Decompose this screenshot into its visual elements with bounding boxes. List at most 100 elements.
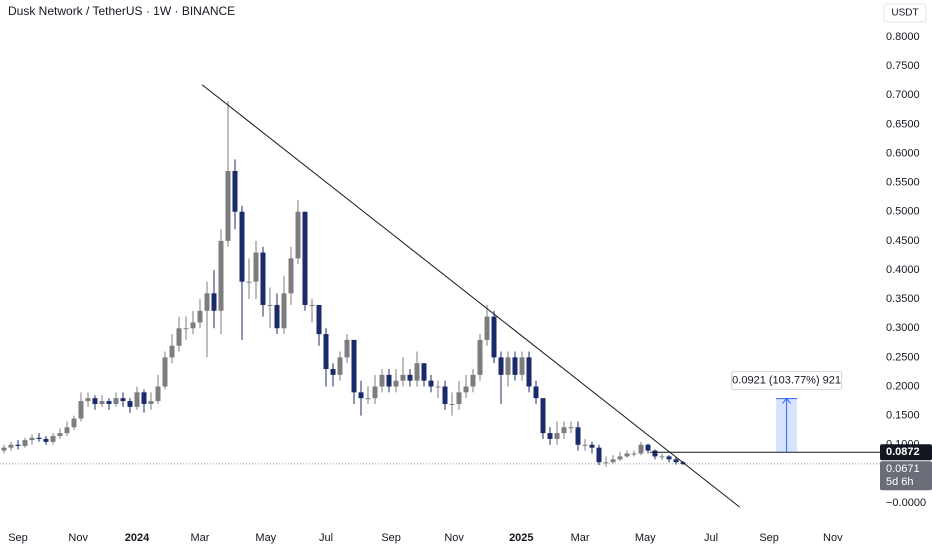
y-tick-label: 0.6500 — [886, 118, 920, 130]
x-tick-label: 2024 — [125, 532, 150, 544]
candle-body — [288, 258, 294, 294]
candle-body — [29, 437, 35, 441]
candle-body — [113, 398, 119, 404]
level-price-box — [880, 444, 932, 461]
candle-body — [624, 453, 630, 457]
candle-body — [344, 339, 350, 358]
candle-body — [204, 293, 210, 311]
candle-body — [659, 456, 665, 458]
candle-body — [267, 304, 273, 306]
x-tick-label: Jul — [704, 532, 718, 544]
x-tick-label: Sep — [8, 532, 28, 544]
x-tick-label: Nov — [68, 532, 88, 544]
last-price-label: 0.0671 — [886, 463, 920, 475]
candle-body — [365, 398, 371, 400]
candle-body — [351, 339, 357, 393]
candle-body — [225, 170, 231, 241]
y-tick-label: 0.3000 — [886, 322, 920, 334]
candle-body — [456, 392, 462, 404]
candle-body — [323, 334, 329, 370]
candle-body — [197, 310, 203, 323]
y-tick-label: 0.5000 — [886, 206, 920, 218]
candle-body — [533, 386, 539, 399]
candle-body — [603, 462, 609, 464]
candle-body — [407, 374, 413, 381]
candle-body — [106, 401, 112, 404]
candle-body — [547, 433, 553, 439]
candle-body — [85, 398, 91, 402]
candle-body — [491, 316, 497, 358]
candle-body — [428, 380, 434, 387]
y-tick-label: 0.4000 — [886, 264, 920, 276]
level-price-label: 0.0872 — [886, 446, 920, 458]
candle-body — [400, 374, 406, 381]
candle-body — [309, 304, 315, 306]
candle-body — [540, 398, 546, 434]
x-tick-label: Mar — [571, 532, 590, 544]
candle-body — [645, 444, 651, 451]
trendline — [201, 84, 741, 508]
candle-body — [211, 293, 217, 311]
candle-body — [155, 386, 161, 402]
candle-body — [575, 427, 581, 445]
candle-body — [22, 440, 28, 446]
candle-body — [190, 322, 196, 329]
candle-body — [498, 357, 504, 375]
y-tick-label: 0.7000 — [886, 89, 920, 101]
candle-body — [582, 444, 588, 446]
candle-body — [141, 392, 147, 404]
candle-body — [8, 444, 14, 448]
y-tick-label: 0.4500 — [886, 235, 920, 247]
x-tick-label: Mar — [191, 532, 210, 544]
candle-body — [505, 357, 511, 375]
candle-body — [316, 304, 322, 335]
candle-body — [71, 418, 77, 428]
candle-body — [358, 392, 364, 399]
y-tick-label: 0.5500 — [886, 177, 920, 189]
y-tick-label: 0.2500 — [886, 351, 920, 363]
measure-label: 0.0921 (103.77%) 921 — [732, 374, 841, 386]
candle-body — [36, 437, 42, 439]
candle-body — [596, 447, 602, 463]
candle-body — [1, 447, 7, 451]
candle-body — [449, 403, 455, 405]
candle-body — [183, 328, 189, 330]
candle-body — [610, 459, 616, 463]
candle-body — [421, 363, 427, 381]
candle-body — [554, 433, 560, 439]
y-tick-label: 0.7500 — [886, 60, 920, 72]
currency-label[interactable]: USDT — [891, 8, 918, 19]
candle-body — [302, 211, 308, 305]
candle-body — [477, 339, 483, 375]
last-price-box — [880, 461, 932, 491]
candle-body — [64, 427, 70, 434]
candle-body — [43, 438, 49, 442]
x-tick-label: May — [635, 532, 656, 544]
chart-title: Dusk Network / TetherUS · 1W · BINANCE — [8, 4, 235, 18]
x-tick-label: 2025 — [509, 532, 533, 544]
candle-body — [57, 433, 63, 437]
candle-body — [526, 357, 532, 387]
measure-label-box — [731, 371, 843, 391]
candle-body — [92, 398, 98, 404]
candle-body — [176, 328, 182, 346]
candle-body — [246, 281, 252, 283]
candle-body — [253, 252, 259, 282]
y-tick-label: 0.3500 — [886, 293, 920, 305]
countdown-label: 5d 6h — [886, 476, 914, 488]
candle-body — [666, 456, 672, 460]
candle-body — [519, 357, 525, 375]
candle-body — [631, 453, 637, 455]
currency-button[interactable] — [883, 3, 927, 23]
candle-body — [120, 398, 126, 402]
candle-body — [470, 374, 476, 387]
y-tick-label: 0.1500 — [886, 410, 920, 422]
candle-body — [99, 401, 105, 404]
candle-body — [295, 211, 301, 259]
candle-body — [484, 316, 490, 340]
candle-body — [463, 386, 469, 393]
y-tick-label: 0.8000 — [886, 31, 920, 43]
x-tick-label: Sep — [759, 532, 779, 544]
candle-body — [162, 357, 168, 387]
y-tick-label: 0.6000 — [886, 147, 920, 159]
